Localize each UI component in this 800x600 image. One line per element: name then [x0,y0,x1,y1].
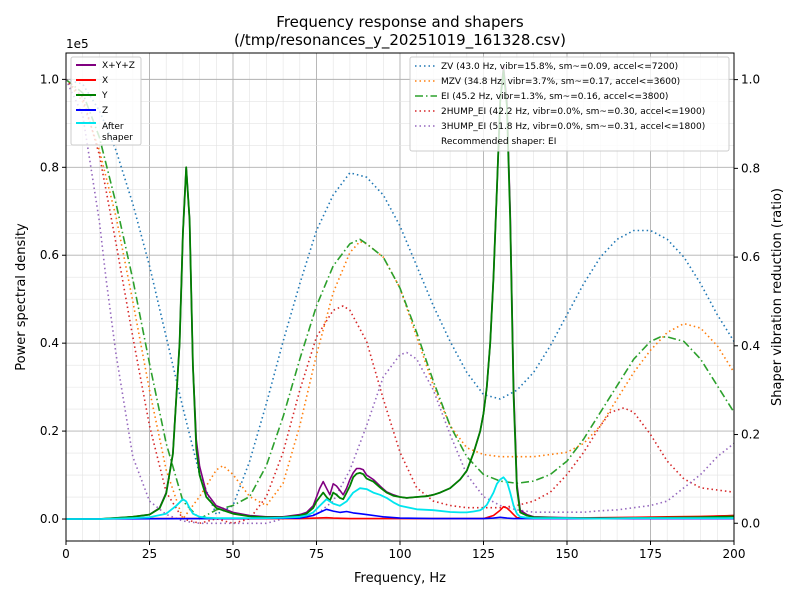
shaper-legend-label-3hump-ei: 3HUMP_EI (51.8 Hz, vibr=0.0%, sm~=0.31, … [441,122,705,132]
psd-legend-label-z: Z [102,106,108,116]
right-y-axis-ticks: 0.0 0.2 0.4 0.6 0.8 1.0 [734,73,760,530]
x-tick-label: 125 [472,547,495,561]
chart-title-line-2: (/tmp/resonances_y_20251019_161328.csv) [234,31,566,50]
shaper-legend-label-mzv: MZV (34.8 Hz, vibr=3.7%, sm~=0.17, accel… [441,77,680,87]
psd-curve-z [66,508,734,520]
right-y-tick-label: 0.2 [741,428,760,442]
x-tick-label: 0 [62,547,70,561]
psd-curve-after-shaper [66,476,734,520]
psd-legend-label-y: Y [101,91,108,101]
right-y-tick-label: 1.0 [741,73,760,87]
shaper-legend-label-zv: ZV (43.0 Hz, vibr=15.8%, sm~=0.09, accel… [441,62,678,72]
shaper-legend: ZV (43.0 Hz, vibr=15.8%, sm~=0.09, accel… [409,56,730,152]
shaper-legend-frame [409,56,730,152]
x-tick-label: 50 [225,547,240,561]
left-y-tick-label: 0.2 [40,424,59,438]
x-tick-label: 175 [639,547,662,561]
right-y-axis-label: Shaper vibration reduction (ratio) [770,188,785,406]
shaper-curve-mzv [66,79,734,520]
right-y-tick-label: 0.4 [741,339,760,353]
chart-title-line-1: Frequency response and shapers [276,13,524,31]
right-y-tick-label: 0.6 [741,250,760,264]
psd-curves [66,65,734,520]
x-axis-ticks: 0 25 50 75 100 125 150 175 200 [62,541,745,561]
left-y-tick-label: 1.0 [40,72,59,86]
left-y-tick-label: 0.0 [40,512,59,526]
x-tick-label: 25 [142,547,157,561]
x-tick-label: 100 [389,547,412,561]
psd-legend-label-x: X [102,76,108,86]
left-y-tick-label: 0.6 [40,248,59,262]
x-tick-label: 150 [556,547,579,561]
left-y-axis-label: Power spectral density [14,223,29,371]
shaper-curve-3hump-ei [66,79,734,525]
recommended-shaper-label: Recommended shaper: EI [441,137,556,147]
left-y-tick-label: 0.4 [40,336,59,350]
psd-legend-label-after-shaper-line2: shaper [102,133,133,143]
x-tick-label: 200 [723,547,746,561]
psd-legend: X+Y+Z XYZ After shaper [70,56,142,146]
psd-legend-label-x-y-z: X+Y+Z [102,61,135,71]
left-y-axis-ticks: 0.0 0.2 0.4 0.6 0.8 1.0 [40,72,66,526]
x-axis-label: Frequency, Hz [354,571,446,586]
x-tick-label: 75 [309,547,324,561]
psd-curve-y [66,69,734,520]
shaper-legend-label-ei: EI (45.2 Hz, vibr=1.3%, sm~=0.16, accel<… [441,92,668,102]
shaper-curve-ei [66,78,734,520]
shaper-legend-label-2hump-ei: 2HUMP_EI (42.2 Hz, vibr=0.0%, sm~=0.30, … [441,107,705,117]
left-y-tick-label: 0.8 [40,160,59,174]
left-axis-exponent: 1e5 [66,37,89,51]
psd-legend-label-after-shaper-line1: After [102,122,124,132]
right-y-tick-label: 0.0 [741,516,760,530]
right-y-tick-label: 0.8 [741,161,760,175]
